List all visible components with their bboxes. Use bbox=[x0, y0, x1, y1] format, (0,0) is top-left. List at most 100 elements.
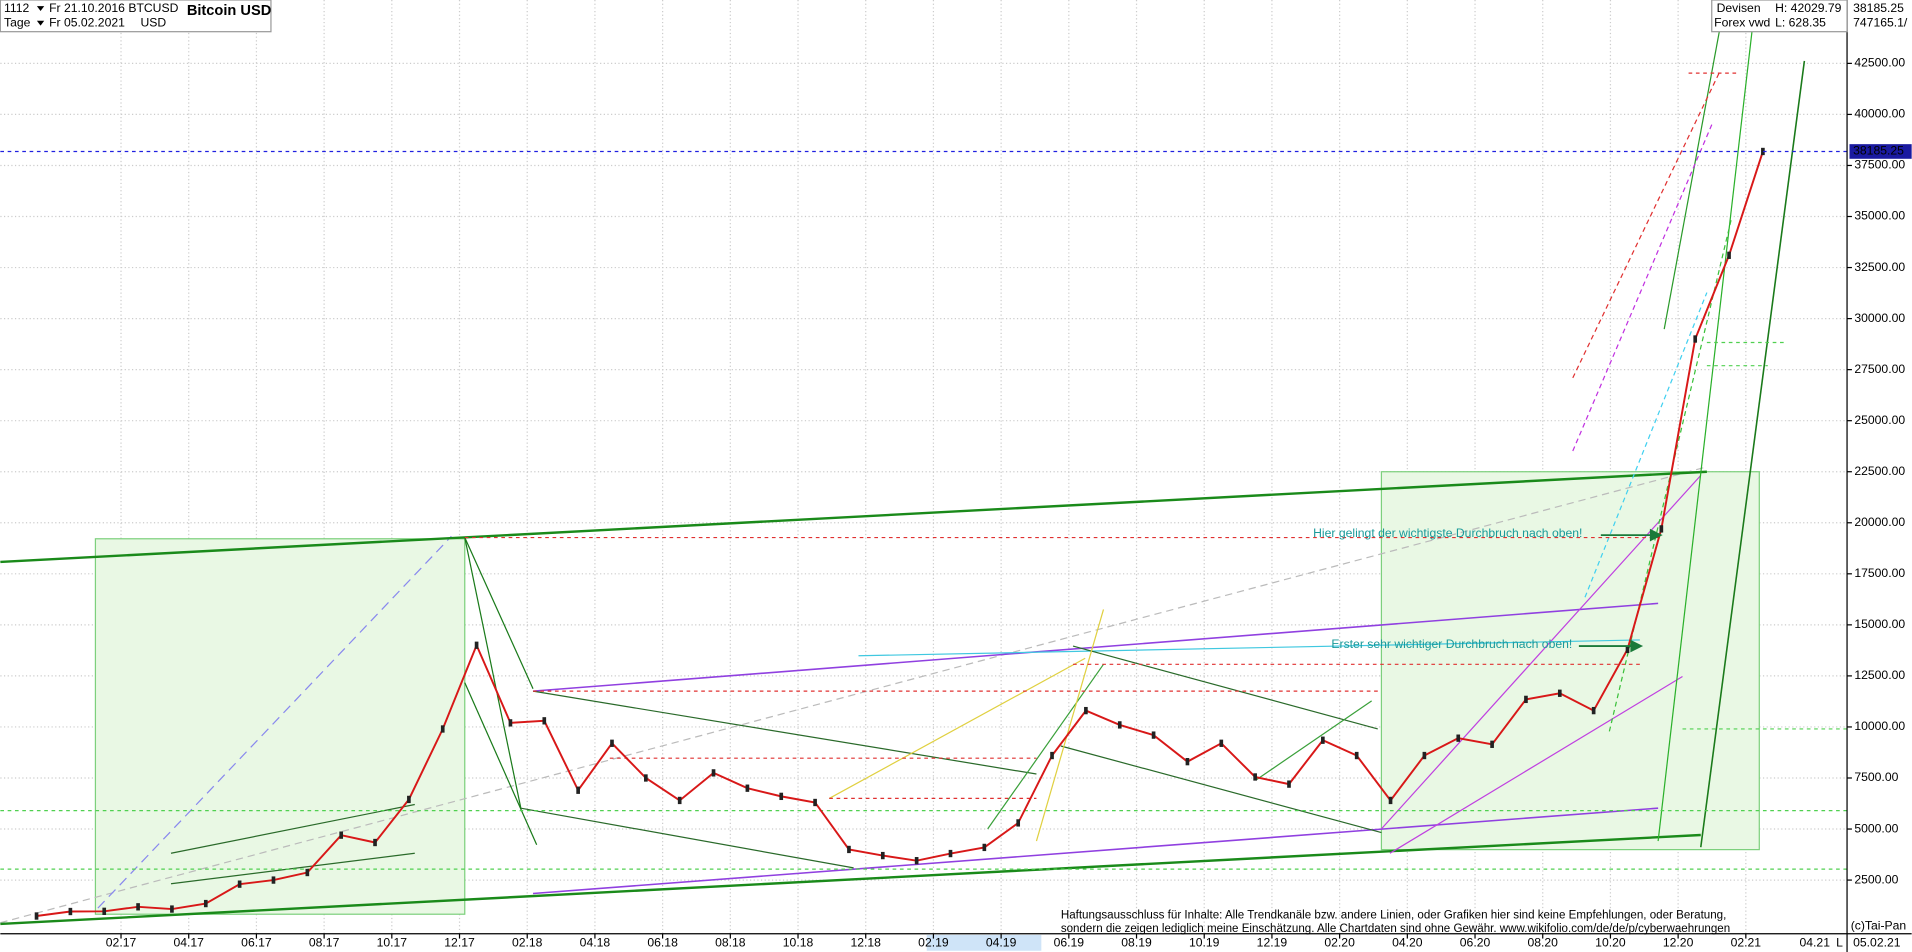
y-tick-label: 15000.00 bbox=[1854, 617, 1905, 631]
info-box bbox=[1711, 0, 1848, 33]
y-tick-label: 2500.00 bbox=[1854, 872, 1898, 886]
y-tick-label: 27500.00 bbox=[1854, 362, 1905, 376]
currency: USD bbox=[141, 15, 167, 29]
x-tick-label: 12.18 bbox=[850, 936, 881, 950]
price-point bbox=[914, 857, 919, 865]
x-tick-label: 02.21 bbox=[1731, 936, 1762, 950]
channel-box bbox=[94, 538, 466, 915]
x-tick-label: 10.19 bbox=[1189, 936, 1220, 950]
price-point bbox=[1287, 780, 1291, 788]
price-point bbox=[711, 769, 716, 777]
price-point bbox=[1727, 251, 1731, 259]
copyright: (c)Tai-Pan bbox=[1851, 919, 1906, 933]
trend-line bbox=[1572, 72, 1720, 379]
trend-line bbox=[464, 537, 534, 689]
x-tick-label: 04.19 bbox=[986, 936, 1017, 950]
price-point bbox=[644, 774, 648, 782]
x-tick-label: 04.20 bbox=[1392, 936, 1423, 950]
chart-title: Bitcoin USD bbox=[187, 3, 271, 19]
x-tick-label: 06.19 bbox=[1054, 936, 1085, 950]
trend-line bbox=[858, 639, 1640, 657]
x-tick-label: 08.20 bbox=[1527, 936, 1558, 950]
x-tick-label: 12.20 bbox=[1663, 936, 1694, 950]
x-tick-label: 06.18 bbox=[647, 936, 678, 950]
price-point bbox=[880, 851, 885, 860]
trend-line bbox=[828, 657, 1086, 799]
x-range-highlight bbox=[926, 934, 1042, 951]
market: Devisen bbox=[1717, 1, 1761, 15]
price-point bbox=[1524, 695, 1528, 704]
x-tick-label: 08.17 bbox=[309, 936, 340, 950]
price-point bbox=[1456, 734, 1461, 742]
axis-label: L bbox=[1836, 936, 1843, 950]
price-point bbox=[745, 784, 750, 792]
annotation: Hier gelingt der wichtigste Durchbruch n… bbox=[1313, 526, 1582, 540]
price-point bbox=[542, 717, 547, 725]
axes: 2500.00 5000.00 7500.00 10000.00 12500.00 150… bbox=[106, 56, 1912, 950]
arrow-head bbox=[1649, 528, 1663, 542]
price-point bbox=[847, 845, 851, 854]
y-tick-label: 22500.00 bbox=[1854, 464, 1905, 478]
y-tick-label: 20000.00 bbox=[1854, 515, 1905, 529]
x-tick-label: 02.20 bbox=[1324, 936, 1355, 950]
price-point bbox=[576, 786, 580, 794]
x-tick-label: 06.20 bbox=[1460, 936, 1491, 950]
trend-line bbox=[1584, 292, 1708, 598]
trend-line bbox=[532, 807, 1659, 895]
volume: 747165.1/ bbox=[1853, 15, 1908, 29]
price-point bbox=[1016, 819, 1021, 827]
y-tick-label: 30000.00 bbox=[1854, 311, 1905, 325]
price-point bbox=[271, 876, 276, 884]
y-tick-label: 12500.00 bbox=[1854, 668, 1905, 682]
price-point bbox=[779, 792, 784, 801]
y-tick-label: 25000.00 bbox=[1854, 413, 1905, 427]
price-point bbox=[1591, 706, 1596, 715]
price-point bbox=[1084, 706, 1088, 715]
trend-line bbox=[532, 690, 1037, 775]
price-point bbox=[1625, 645, 1630, 654]
y-tick-label: 37500.00 bbox=[1854, 158, 1905, 172]
price-point bbox=[440, 725, 445, 733]
trend-line bbox=[1389, 675, 1683, 854]
last: 38185.25 bbox=[1853, 1, 1904, 15]
price-point bbox=[813, 798, 817, 807]
symbol: BTCUSD bbox=[128, 1, 178, 15]
dropdown-arrow[interactable] bbox=[36, 20, 45, 26]
x-tick-label: 08.19 bbox=[1121, 936, 1152, 950]
price-point bbox=[1185, 758, 1190, 766]
x-tick-label: 02.17 bbox=[106, 936, 137, 950]
trend-line bbox=[1699, 60, 1806, 848]
channel-box bbox=[1380, 471, 1760, 851]
trend-line bbox=[0, 466, 1708, 924]
price-point bbox=[237, 880, 242, 888]
price-point bbox=[948, 849, 953, 858]
interval[interactable]: Tage bbox=[4, 15, 31, 29]
y-tick-label: 42500.00 bbox=[1854, 56, 1905, 70]
x-tick-label: 10.20 bbox=[1595, 936, 1626, 950]
y-tick-label: 17500.00 bbox=[1854, 566, 1905, 580]
price-point bbox=[1557, 689, 1562, 697]
price-point bbox=[1253, 773, 1257, 781]
trend-line bbox=[1657, 0, 1757, 842]
price-point bbox=[339, 831, 344, 839]
trend-line bbox=[1255, 700, 1373, 781]
price-point bbox=[305, 868, 310, 877]
price-series bbox=[0, 147, 1848, 920]
x-tick-label: 12.17 bbox=[444, 936, 475, 950]
high: H: 42029.79 bbox=[1775, 1, 1842, 15]
dropdown-arrow[interactable] bbox=[36, 6, 45, 11]
period[interactable]: 1112 bbox=[4, 1, 30, 15]
price-point bbox=[34, 912, 39, 920]
price-point bbox=[508, 719, 513, 727]
trend-line bbox=[464, 537, 522, 809]
trend-line bbox=[464, 682, 538, 845]
price-point bbox=[1761, 147, 1765, 156]
low: L: 628.35 bbox=[1775, 15, 1826, 29]
y-tick-label: 5000.00 bbox=[1854, 821, 1898, 835]
price-point bbox=[1659, 525, 1664, 533]
y-tick-label: 35000.00 bbox=[1854, 209, 1905, 223]
trend-line bbox=[0, 470, 1707, 564]
x-tick-label: 06.17 bbox=[241, 936, 272, 950]
y-tick-label: 10000.00 bbox=[1854, 719, 1905, 733]
date-label: 05.02.21 bbox=[1853, 936, 1901, 950]
